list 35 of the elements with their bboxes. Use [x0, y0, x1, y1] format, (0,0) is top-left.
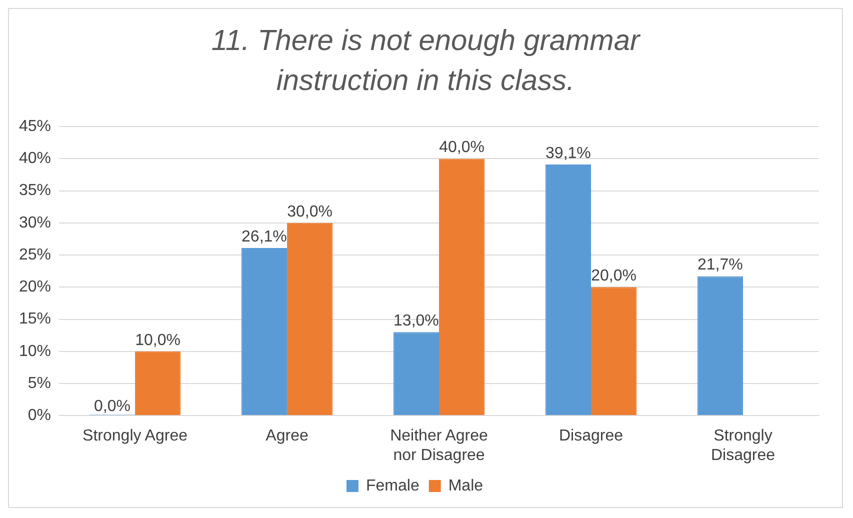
y-tick-label: 25%	[18, 246, 52, 264]
bar	[393, 332, 440, 416]
data-label: 0,0%	[94, 398, 130, 416]
bar	[591, 287, 637, 416]
data-label: 20,0%	[591, 268, 636, 285]
x-tick-label: Neither Agree nor Disagree	[390, 428, 488, 464]
legend-label: Male	[448, 477, 484, 494]
y-tick-label: 45%	[18, 118, 52, 136]
legend-label: Female	[366, 477, 420, 494]
y-tick-label: 40%	[18, 150, 52, 168]
bar	[241, 248, 288, 416]
x-tick-label: Strongly Disagree	[710, 428, 776, 464]
data-label: 10,0%	[135, 332, 181, 349]
y-tick-label: 35%	[18, 182, 52, 200]
data-label: 40,0%	[439, 139, 484, 156]
bar	[697, 276, 744, 416]
y-tick-label: 15%	[18, 310, 52, 328]
bar	[439, 158, 485, 416]
data-label: 21,7%	[698, 256, 743, 274]
bar	[135, 351, 181, 416]
x-tick-label: Disagree	[558, 428, 624, 445]
data-label: 13,0%	[394, 312, 439, 330]
data-label: 39,1%	[546, 144, 591, 162]
x-tick-label: Strongly Agree	[82, 428, 188, 445]
bar	[545, 164, 592, 416]
bar	[287, 222, 333, 416]
chart-title: 11. There is not enough grammar instruction in this class.	[210, 24, 642, 99]
data-label: 30,0%	[287, 203, 333, 220]
y-tick-label: 10%	[18, 342, 52, 360]
data-label: 26,1%	[242, 228, 287, 246]
y-tick-label: 30%	[18, 214, 52, 232]
y-tick-label: 20%	[18, 278, 52, 296]
y-tick-label: 0%	[28, 407, 52, 424]
x-tick-label: Agree	[266, 428, 308, 445]
y-tick-label: 5%	[28, 374, 52, 392]
